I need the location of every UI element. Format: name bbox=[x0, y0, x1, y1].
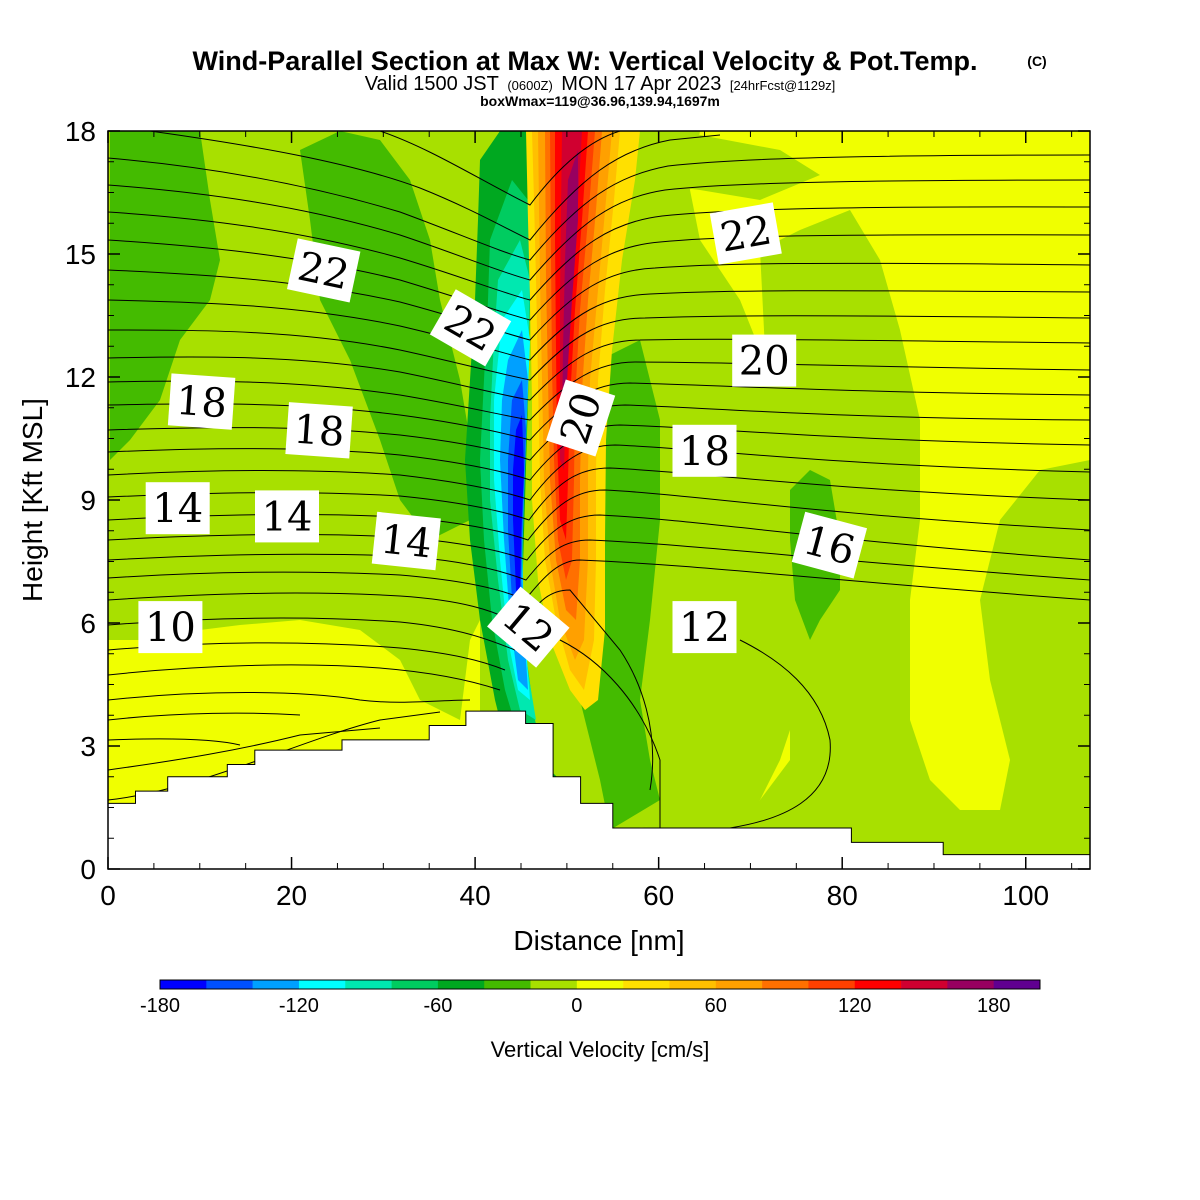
colorbar-swatch bbox=[252, 980, 300, 989]
contour-label-text: 18 bbox=[175, 378, 229, 427]
colorbar-tick-label: 60 bbox=[705, 995, 727, 1017]
x-tick-label: 100 bbox=[1002, 880, 1049, 911]
box-max-info: boxWmax=119@36.96,139.94,1697m bbox=[480, 93, 720, 109]
colorbar-swatch bbox=[901, 980, 948, 989]
chart-title-block: Wind-Parallel Section at Max W: Vertical… bbox=[193, 46, 1047, 109]
contour-label-text: 12 bbox=[679, 605, 730, 651]
colorbar-tick-label: 180 bbox=[977, 995, 1010, 1017]
colorbar-swatch bbox=[437, 980, 485, 989]
contour-label-box bbox=[285, 402, 353, 459]
x-tick-label: 40 bbox=[460, 880, 491, 911]
contour-label: 12 bbox=[672, 601, 737, 654]
chart-title: Wind-Parallel Section at Max W: Vertical… bbox=[193, 46, 978, 76]
contour-label-box bbox=[429, 289, 512, 367]
contour-label: 14 bbox=[371, 511, 441, 571]
contour-label-text: 10 bbox=[145, 605, 196, 651]
x-axis-label: Distance [nm] bbox=[513, 925, 684, 956]
contour-label: 22 bbox=[709, 202, 782, 265]
colorbar-tick-label: 120 bbox=[838, 995, 871, 1017]
y-tick-label: 15 bbox=[65, 239, 96, 270]
colorbar-tick-label: -180 bbox=[140, 995, 180, 1017]
colorbar-swatch bbox=[993, 980, 1041, 989]
contour-label: 18 bbox=[672, 424, 737, 477]
isentropes bbox=[108, 131, 1090, 830]
contour-label: 18 bbox=[167, 373, 236, 430]
contour-label-text: 18 bbox=[679, 429, 730, 475]
colorbar-swatch bbox=[530, 980, 578, 989]
colorbar-tick-label: -120 bbox=[279, 995, 319, 1017]
y-tick-label: 18 bbox=[65, 116, 96, 147]
field-green-left-plume bbox=[110, 131, 220, 460]
contour-label-box bbox=[138, 601, 203, 654]
y-axis-label: Height [Kft MSL] bbox=[17, 398, 48, 602]
contour-label-text: 14 bbox=[262, 494, 313, 540]
y-axis: 0 3 6 9 12 15 18 bbox=[65, 116, 1090, 885]
y-tick-label: 9 bbox=[80, 485, 96, 516]
contour-label-box bbox=[487, 586, 570, 668]
contour-label: 18 bbox=[285, 402, 353, 459]
colorbar-swatch bbox=[298, 980, 346, 989]
y-tick-label: 6 bbox=[80, 608, 96, 639]
contour-label: 22 bbox=[286, 238, 361, 303]
colorbar-swatch bbox=[947, 980, 994, 989]
colorbar-swatch bbox=[160, 980, 207, 989]
colorbar-title: Vertical Velocity [cm/s] bbox=[491, 1037, 710, 1062]
field-downdraft-core bbox=[513, 415, 524, 600]
colorbar: -180 -120 -60 0 60 120 180 bbox=[140, 979, 1041, 1017]
contour-label-text: 14 bbox=[152, 486, 203, 532]
contour-label-text: 18 bbox=[292, 407, 346, 456]
contour-label: 10 bbox=[138, 601, 203, 654]
x-tick-label: 0 bbox=[100, 880, 116, 911]
colorbar-tick-label: 0 bbox=[571, 995, 582, 1017]
contour-label-box bbox=[672, 424, 737, 477]
contour-label-box bbox=[255, 490, 319, 543]
y-tick-label: 0 bbox=[80, 854, 96, 885]
colorbar-swatch bbox=[715, 980, 763, 989]
copyright-mark: (C) bbox=[1027, 53, 1046, 69]
y-tick-label: 3 bbox=[80, 731, 96, 762]
colorbar-swatch bbox=[762, 980, 809, 989]
contour-label: 20 bbox=[732, 334, 797, 387]
colorbar-swatch bbox=[623, 980, 670, 989]
colorbar-swatch bbox=[391, 980, 439, 989]
contour-label-text: 14 bbox=[378, 516, 433, 567]
chart-subtitle: Valid 1500 JST (0600Z) MON 17 Apr 2023 [… bbox=[365, 73, 836, 95]
colorbar-swatch bbox=[854, 980, 902, 989]
colorbar-swatch bbox=[576, 980, 624, 989]
contour-label-box bbox=[371, 511, 441, 571]
x-tick-label: 80 bbox=[827, 880, 858, 911]
contour-label: 16 bbox=[791, 511, 868, 579]
contour-label-box bbox=[167, 373, 236, 430]
contour-label-text: 22 bbox=[717, 207, 775, 261]
colorbar-swatch bbox=[808, 980, 856, 989]
colorbar-swatch bbox=[669, 980, 717, 989]
x-axis: 0 20 40 60 80 100 bbox=[100, 131, 1073, 911]
contour-label-box bbox=[732, 334, 797, 387]
field-green-plume-2 bbox=[300, 131, 470, 540]
x-tick-label: 60 bbox=[643, 880, 674, 911]
contour-label-box bbox=[545, 379, 616, 457]
x-tick-label: 20 bbox=[276, 880, 307, 911]
contour-label: 14 bbox=[255, 490, 319, 543]
colorbar-swatch bbox=[484, 980, 531, 989]
contour-label-text: 20 bbox=[739, 339, 790, 385]
colorbar-swatch bbox=[206, 980, 253, 989]
colorbar-tick-label: -60 bbox=[423, 995, 452, 1017]
contour-label-box bbox=[791, 511, 868, 579]
contour-label-box bbox=[672, 601, 737, 654]
colorbar-swatch bbox=[345, 980, 392, 989]
y-tick-label: 12 bbox=[65, 362, 96, 393]
contour-label-box bbox=[286, 238, 361, 303]
contour-label-text: 22 bbox=[294, 244, 353, 300]
contour-label: 14 bbox=[145, 482, 210, 535]
terrain-mask bbox=[108, 710, 1090, 869]
contour-label-box bbox=[709, 202, 782, 265]
contour-label-box bbox=[145, 482, 210, 535]
colorbar-frame bbox=[159, 979, 1041, 990]
